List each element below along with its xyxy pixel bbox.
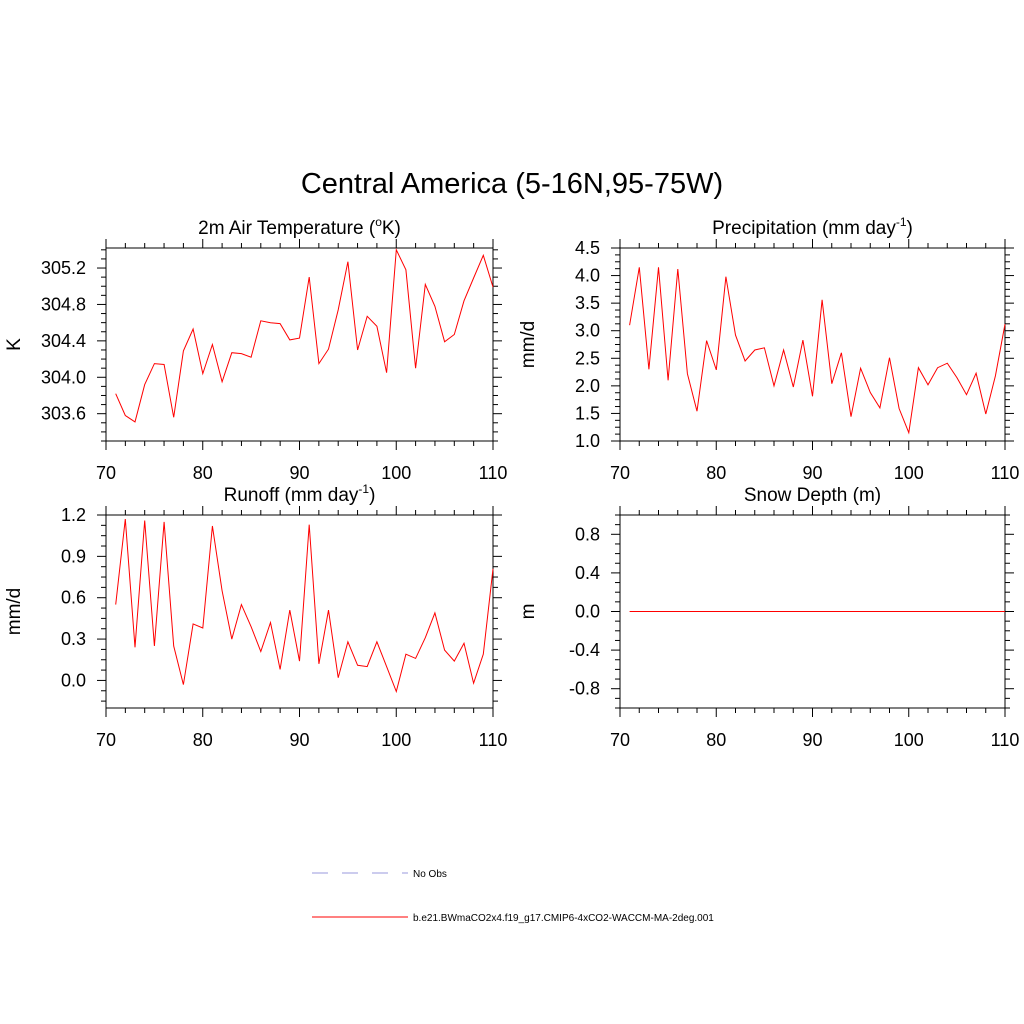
snow-depth-x-tick-label: 70 bbox=[610, 730, 630, 750]
temperature-panel-title: 2m Air Temperature (oK) bbox=[198, 215, 401, 239]
temperature-plot-frame bbox=[105, 247, 494, 442]
runoff-x-tick-label: 80 bbox=[193, 730, 213, 750]
snow-depth-y-tick-label: 0.0 bbox=[575, 602, 600, 622]
legend-label-no-obs: No Obs bbox=[413, 869, 447, 880]
snow-depth-y-axis-label: m bbox=[518, 604, 539, 620]
temperature-y-tick-label: 304.4 bbox=[41, 331, 86, 351]
runoff-title-text: Runoff (mm day bbox=[224, 485, 359, 506]
precipitation-y-tick-label: 3.0 bbox=[575, 321, 600, 341]
runoff-x-tick-label: 110 bbox=[479, 730, 508, 750]
snow-depth-y-tick-label: 0.8 bbox=[575, 524, 600, 544]
panel-snow-depth: 70 80 90 100 110 -0.8 -0.4 0.0 0.4 0.8 m Snow Depth… bbox=[518, 485, 1019, 750]
temperature-x-tick-label: 70 bbox=[96, 463, 116, 483]
temperature-series-line bbox=[115, 247, 494, 423]
temperature-x-tick-label: 100 bbox=[381, 463, 411, 483]
runoff-panel-title: Runoff (mm day-1) bbox=[224, 482, 376, 506]
precipitation-y-tick-label: 3.5 bbox=[575, 293, 600, 313]
snow-depth-y-tick-label: 0.4 bbox=[575, 563, 600, 583]
precipitation-panel-title: Precipitation (mm day-1) bbox=[712, 215, 913, 239]
temperature-x-tick-label: 80 bbox=[193, 463, 213, 483]
temperature-title-text: 2m Air Temperature ( bbox=[198, 218, 376, 239]
temperature-x-tick-label: 110 bbox=[479, 463, 508, 483]
snow-depth-x-tick-label: 110 bbox=[991, 730, 1020, 750]
precipitation-title-suffix: ) bbox=[907, 218, 913, 239]
precipitation-plot-frame bbox=[619, 247, 1006, 442]
precipitation-title-superscript: -1 bbox=[896, 215, 907, 229]
panel-temperature: 70 80 90 100 110 303.6 304.0 304.4 304.8 305.2 K 2m… bbox=[4, 215, 507, 483]
temperature-x-tick-label: 90 bbox=[289, 463, 309, 483]
runoff-y-tick-label: 1.2 bbox=[61, 505, 86, 525]
runoff-y-tick-label: 0.0 bbox=[61, 670, 86, 690]
precipitation-y-tick-label: 4.5 bbox=[575, 238, 600, 258]
snow-depth-y-tick-label: -0.8 bbox=[569, 679, 600, 699]
temperature-title-suffix: K) bbox=[382, 218, 401, 239]
legend: No Obs b.e21.BWmaCO2x4.f19_g17.CMIP6-4xC… bbox=[312, 869, 714, 924]
precipitation-y-axis-label: mm/d bbox=[518, 321, 539, 369]
precipitation-x-tick-label: 80 bbox=[706, 463, 726, 483]
temperature-title-superscript: o bbox=[375, 215, 382, 229]
precipitation-title-text: Precipitation (mm day bbox=[712, 218, 896, 239]
temperature-y-tick-label: 305.2 bbox=[41, 258, 86, 278]
runoff-x-tick-label: 70 bbox=[96, 730, 116, 750]
precipitation-y-tick-label: 2.5 bbox=[575, 348, 600, 368]
precipitation-x-tick-label: 100 bbox=[894, 463, 924, 483]
precipitation-series-line bbox=[629, 267, 1006, 435]
precipitation-y-tick-label: 4.0 bbox=[575, 266, 600, 286]
precipitation-x-tick-label: 90 bbox=[802, 463, 822, 483]
panel-precipitation: 70 80 90 100 110 1.0 1.5 2.0 2.5 3.0 3.5 4.0 4.5 mm/d… bbox=[518, 215, 1019, 483]
legend-label-model: b.e21.BWmaCO2x4.f19_g17.CMIP6-4xCO2-WACC… bbox=[413, 913, 714, 924]
runoff-y-tick-label: 0.9 bbox=[61, 546, 86, 566]
precipitation-y-tick-label: 1.5 bbox=[575, 403, 600, 423]
snow-depth-panel-title: Snow Depth (m) bbox=[744, 485, 881, 506]
temperature-y-tick-label: 304.8 bbox=[41, 294, 86, 314]
snow-depth-x-tick-label: 90 bbox=[802, 730, 822, 750]
runoff-y-tick-label: 0.6 bbox=[61, 588, 86, 608]
panel-runoff: 70 80 90 100 110 0.0 0.3 0.6 0.9 1.2 mm/d Runoff (m… bbox=[4, 482, 507, 750]
runoff-title-suffix: ) bbox=[369, 485, 375, 506]
temperature-y-tick-label: 303.6 bbox=[41, 404, 86, 424]
temperature-y-axis-label: K bbox=[4, 338, 25, 351]
temperature-y-tick-label: 304.0 bbox=[41, 367, 86, 387]
snow-depth-x-tick-label: 80 bbox=[706, 730, 726, 750]
runoff-x-tick-label: 100 bbox=[381, 730, 411, 750]
runoff-title-superscript: -1 bbox=[358, 482, 369, 496]
precipitation-y-tick-label: 2.0 bbox=[575, 376, 600, 396]
runoff-x-tick-label: 90 bbox=[289, 730, 309, 750]
precipitation-x-tick-label: 110 bbox=[991, 463, 1020, 483]
runoff-y-axis-label: mm/d bbox=[4, 588, 25, 636]
runoff-series-line bbox=[115, 519, 494, 694]
main-title: Central America (5-16N,95-75W) bbox=[301, 168, 723, 200]
snow-depth-title-text: Snow Depth (m) bbox=[744, 485, 881, 506]
snow-depth-x-tick-label: 100 bbox=[894, 730, 924, 750]
precipitation-x-tick-label: 70 bbox=[610, 463, 630, 483]
runoff-y-tick-label: 0.3 bbox=[61, 629, 86, 649]
precipitation-y-tick-label: 1.0 bbox=[575, 431, 600, 451]
snow-depth-y-tick-label: -0.4 bbox=[569, 640, 600, 660]
